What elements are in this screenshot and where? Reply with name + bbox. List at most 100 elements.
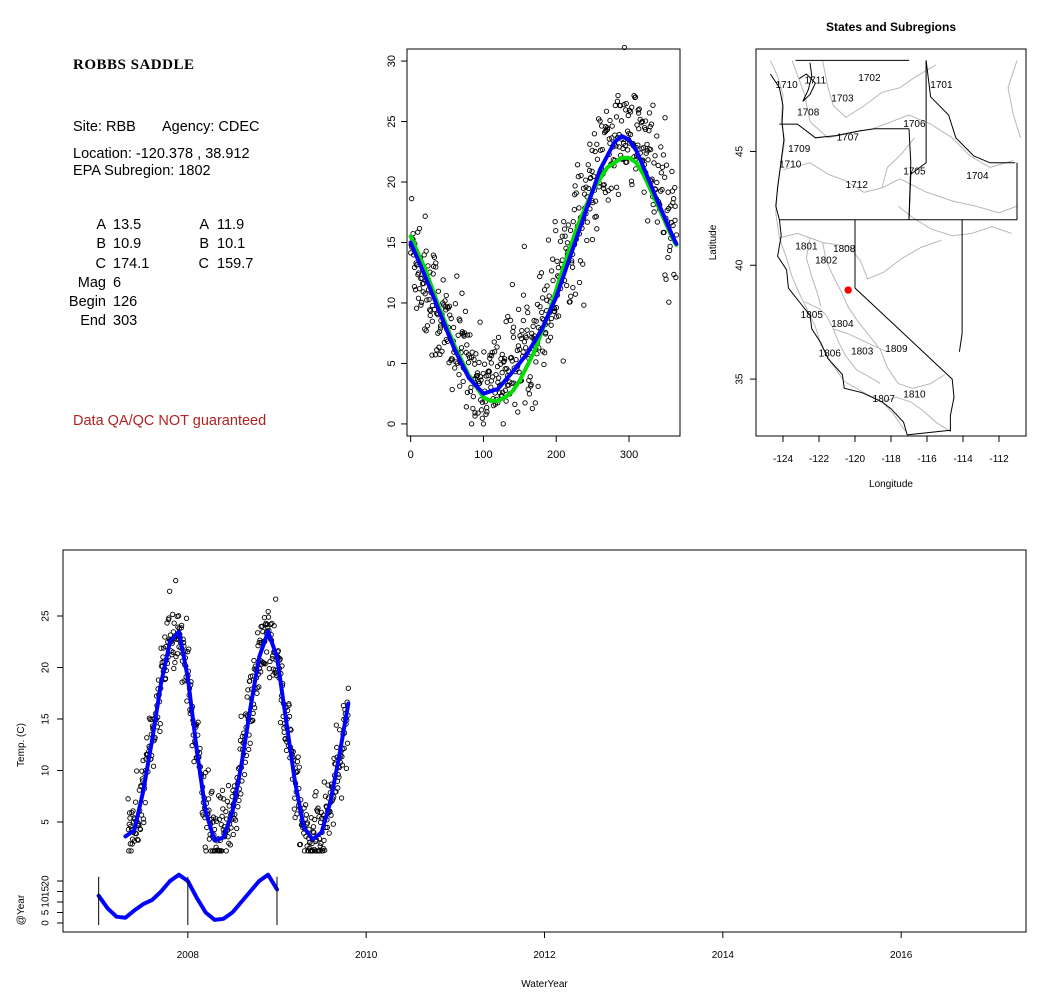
data-point [431, 254, 438, 260]
param-value: 303 [113, 313, 138, 330]
data-point [472, 410, 478, 416]
data-point [654, 133, 660, 139]
data-point [256, 639, 262, 646]
data-point [331, 755, 337, 762]
data-point [462, 308, 469, 314]
data-point [484, 404, 490, 411]
data-point [126, 848, 132, 854]
data-point [452, 365, 458, 371]
data-point [659, 186, 665, 193]
data-point [512, 401, 518, 408]
data-point [439, 348, 445, 354]
data-point [666, 299, 672, 305]
data-point [517, 333, 523, 339]
data-point [584, 237, 590, 244]
data-point [254, 690, 260, 696]
data-point [463, 404, 470, 410]
x-tick-label: -118 [881, 454, 901, 465]
data-point [572, 183, 578, 189]
data-point [508, 354, 515, 361]
data-point [157, 721, 163, 727]
data-point [599, 146, 606, 153]
data-point [174, 651, 181, 657]
data-point [429, 302, 436, 309]
data-point [527, 374, 533, 380]
data-point [584, 219, 590, 225]
data-point [150, 763, 157, 769]
data-point [224, 798, 230, 805]
data-point [478, 407, 485, 413]
data-point [427, 312, 433, 319]
data-point [256, 684, 262, 690]
data-point [659, 164, 666, 170]
data-point [658, 170, 664, 176]
data-point [265, 614, 272, 620]
data-point [424, 323, 431, 329]
data-point [642, 118, 649, 124]
data-point [426, 296, 432, 303]
map-frame [755, 48, 1027, 437]
data-point [568, 293, 574, 299]
data-point [128, 823, 134, 829]
data-point [644, 141, 650, 148]
data-point [530, 323, 536, 330]
data-point [468, 384, 474, 390]
x-tick-label: 200 [547, 449, 565, 461]
data-point [476, 380, 483, 387]
data-point [550, 277, 556, 284]
data-point [478, 377, 484, 383]
data-point [608, 185, 614, 191]
data-point [315, 805, 321, 811]
data-point [567, 227, 574, 234]
data-point [572, 291, 579, 297]
plot-frame [62, 549, 1027, 933]
y-tick-label: 15 [41, 713, 52, 725]
data-point [202, 769, 209, 776]
y-tick-label: 20 [41, 662, 52, 674]
subregion-boundary [822, 60, 937, 118]
map-xlabel: Longitude [869, 479, 913, 490]
data-point [457, 383, 463, 389]
data-point [480, 370, 486, 377]
data-point [186, 646, 192, 652]
data-point [223, 848, 229, 854]
data-point [622, 142, 628, 149]
data-point [286, 702, 292, 708]
y2-tick-label: 15 [41, 886, 52, 898]
data-point [415, 295, 422, 301]
data-point [213, 816, 219, 822]
data-point [605, 197, 611, 203]
data-point [449, 356, 455, 362]
data-point [311, 816, 318, 823]
param-row: End 303 [60, 312, 267, 331]
data-point [589, 168, 595, 174]
subregion-boundary [881, 137, 915, 189]
y2-tick-label: 5 [41, 909, 52, 915]
data-point [330, 821, 336, 827]
state-boundary [854, 219, 955, 432]
data-point [597, 118, 603, 124]
region-label: 1705 [903, 167, 926, 178]
subregion-boundary [779, 232, 850, 248]
data-point [435, 330, 441, 336]
data-point [673, 232, 680, 238]
data-point [424, 297, 430, 303]
data-point [505, 313, 511, 320]
data-point [167, 632, 174, 638]
data-point [548, 268, 555, 274]
data-point [654, 219, 660, 225]
data-point [581, 302, 587, 308]
y2-tick-label: 0 [41, 920, 52, 926]
data-point [509, 281, 516, 288]
data-point [621, 44, 628, 51]
data-point [555, 313, 562, 319]
state-boundary [779, 123, 909, 139]
param-value: 174.1 [113, 255, 150, 272]
param-row: Begin 126 [60, 293, 267, 312]
data-point [132, 799, 139, 805]
y-tick-label: 5 [41, 819, 52, 825]
param-key: A [96, 217, 106, 233]
data-point [333, 722, 339, 728]
data-point [624, 159, 630, 165]
data-point [581, 191, 588, 197]
